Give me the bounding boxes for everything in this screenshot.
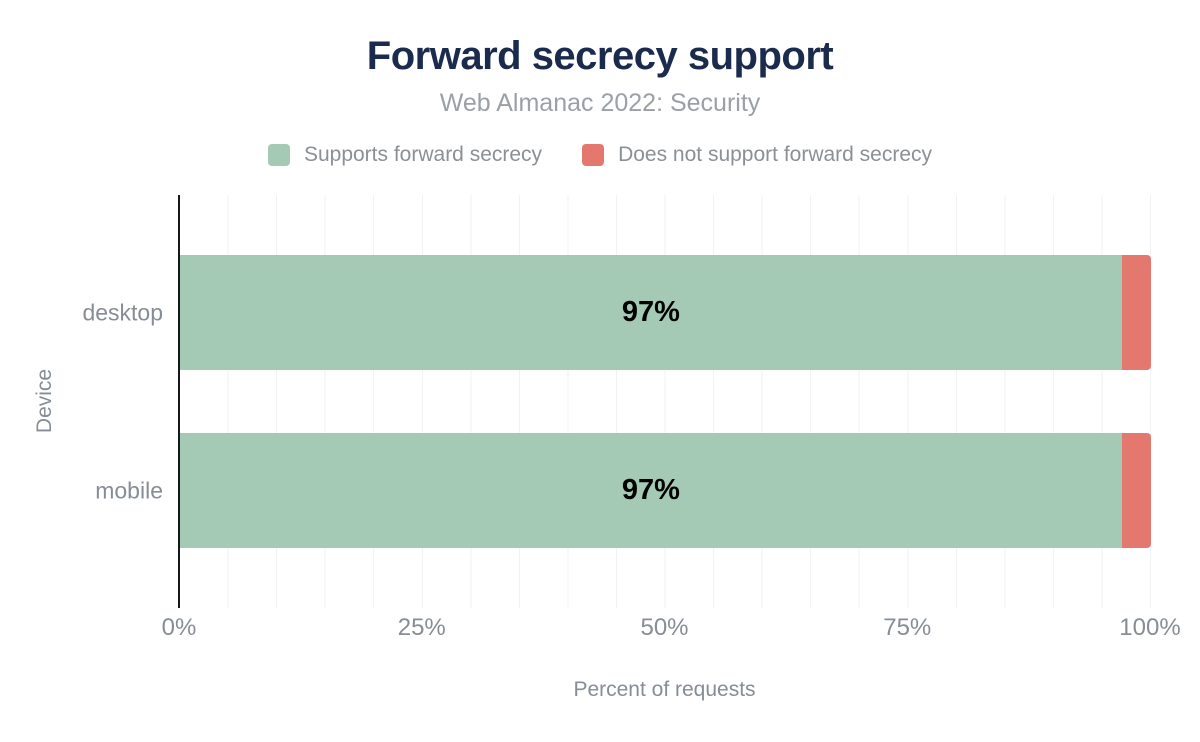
x-axis-tick-label: 75% <box>883 614 932 641</box>
x-axis-tick-label: 50% <box>640 614 689 641</box>
bar-row-desktop: 97% <box>180 255 1151 370</box>
bar-segment-does-not-support <box>1121 255 1151 370</box>
y-axis-category-label: desktop <box>82 299 163 325</box>
legend-item: Does not support forward secrecy <box>582 143 932 167</box>
plot-area: 97% 97% <box>178 195 1151 608</box>
bar-row-mobile: 97% <box>180 433 1151 548</box>
x-axis-tick-label: 25% <box>397 614 446 641</box>
bar-value-label: 97% <box>621 474 680 506</box>
bar-segment-supports: 97% <box>180 433 1122 548</box>
chart-subtitle: Web Almanac 2022: Security <box>439 89 761 117</box>
legend-swatch <box>582 144 605 166</box>
y-axis-labels: desktop mobile <box>0 195 163 608</box>
bar-segment-does-not-support <box>1121 433 1151 548</box>
legend-swatch <box>267 144 290 166</box>
chart-title: Forward secrecy support <box>366 34 834 78</box>
legend: Supports forward secrecy Does not support… <box>0 143 1200 167</box>
x-axis-title: Percent of requests <box>573 678 756 701</box>
bar-segment-supports: 97% <box>180 255 1122 370</box>
legend-label: Does not support forward secrecy <box>618 143 933 166</box>
x-axis-ticks: 0% 25% 50% 75% 100% <box>162 614 1181 644</box>
legend-label: Supports forward secrecy <box>303 143 543 166</box>
bar-value-label: 97% <box>621 296 680 328</box>
x-axis-tick-label: 0% <box>161 614 197 641</box>
x-axis-tick-label: 100% <box>1119 614 1181 641</box>
y-axis-category-label: mobile <box>95 477 163 503</box>
legend-item: Supports forward secrecy <box>267 143 543 167</box>
